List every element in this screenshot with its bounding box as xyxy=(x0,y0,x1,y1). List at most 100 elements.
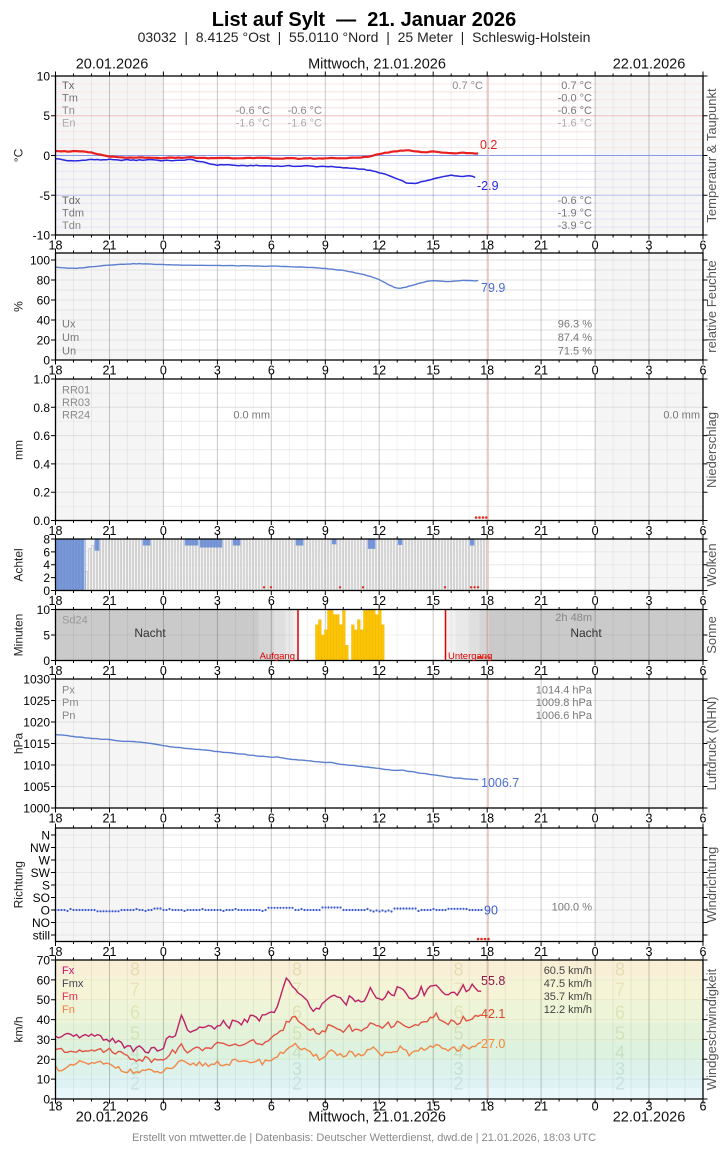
svg-text:0: 0 xyxy=(592,812,599,826)
svg-text:RR01: RR01 xyxy=(62,385,90,397)
svg-text:6: 6 xyxy=(292,1003,302,1023)
svg-text:4: 4 xyxy=(43,558,50,572)
svg-text:0.7 °C: 0.7 °C xyxy=(452,80,483,92)
svg-text:0: 0 xyxy=(160,364,167,378)
svg-text:En: En xyxy=(62,118,75,130)
svg-text:0: 0 xyxy=(43,584,50,598)
svg-text:Sd24: Sd24 xyxy=(62,615,88,627)
svg-text:18: 18 xyxy=(480,1100,494,1114)
svg-text:21: 21 xyxy=(534,364,548,378)
svg-text:3: 3 xyxy=(646,664,653,678)
svg-text:35.7 km/h: 35.7 km/h xyxy=(544,991,592,1003)
svg-text:Tn: Tn xyxy=(62,105,75,117)
svg-text:0: 0 xyxy=(43,149,50,163)
svg-text:0: 0 xyxy=(160,594,167,608)
svg-text:7: 7 xyxy=(130,980,140,1000)
svg-text:-1.9 °C: -1.9 °C xyxy=(558,208,592,220)
svg-text:0.2: 0.2 xyxy=(33,486,50,500)
svg-text:96.3 %: 96.3 % xyxy=(558,319,592,331)
svg-text:87.4 %: 87.4 % xyxy=(558,332,592,344)
svg-text:9: 9 xyxy=(322,664,329,678)
svg-text:6: 6 xyxy=(268,239,275,253)
svg-text:Richtung: Richtung xyxy=(12,861,26,908)
svg-text:21: 21 xyxy=(103,239,117,253)
svg-text:RR24: RR24 xyxy=(62,410,90,422)
svg-text:3: 3 xyxy=(646,594,653,608)
svg-text:12: 12 xyxy=(372,945,386,959)
svg-text:W: W xyxy=(39,854,51,868)
svg-text:8: 8 xyxy=(43,533,50,547)
svg-text:18: 18 xyxy=(49,239,63,253)
svg-text:6: 6 xyxy=(268,364,275,378)
svg-text:55.8: 55.8 xyxy=(481,974,505,988)
svg-text:3: 3 xyxy=(453,1059,463,1079)
svg-text:8: 8 xyxy=(130,960,140,980)
svg-text:60: 60 xyxy=(37,973,51,987)
svg-text:N: N xyxy=(41,829,50,843)
svg-text:Um: Um xyxy=(62,332,79,344)
svg-text:0: 0 xyxy=(43,1093,50,1107)
svg-text:3: 3 xyxy=(214,812,221,826)
svg-text:6: 6 xyxy=(268,664,275,678)
svg-text:18: 18 xyxy=(480,664,494,678)
svg-text:Ux: Ux xyxy=(62,319,76,331)
svg-text:S: S xyxy=(42,879,50,893)
svg-text:18: 18 xyxy=(480,364,494,378)
svg-text:21: 21 xyxy=(103,812,117,826)
svg-text:18: 18 xyxy=(480,812,494,826)
svg-text:9: 9 xyxy=(322,364,329,378)
svg-text:0: 0 xyxy=(43,654,50,668)
svg-text:Tx: Tx xyxy=(62,80,75,92)
svg-text:0: 0 xyxy=(592,945,599,959)
svg-text:2h 48m: 2h 48m xyxy=(555,612,592,624)
svg-text:SO: SO xyxy=(33,891,50,905)
svg-text:30: 30 xyxy=(37,1033,51,1047)
svg-text:2: 2 xyxy=(292,1074,302,1094)
svg-text:3: 3 xyxy=(214,664,221,678)
svg-text:1006.6 hPa: 1006.6 hPa xyxy=(536,710,593,722)
svg-text:79.9: 79.9 xyxy=(481,281,505,295)
svg-text:-3.9 °C: -3.9 °C xyxy=(558,220,592,232)
svg-text:0: 0 xyxy=(592,594,599,608)
svg-text:Un: Un xyxy=(62,346,76,358)
svg-text:6: 6 xyxy=(453,1003,463,1023)
svg-text:0: 0 xyxy=(43,354,50,368)
svg-text:5: 5 xyxy=(292,1024,302,1044)
svg-text:Fmx: Fmx xyxy=(62,978,84,990)
svg-text:15: 15 xyxy=(426,239,440,253)
svg-text:6: 6 xyxy=(615,1003,625,1023)
svg-text:Tdn: Tdn xyxy=(62,220,81,232)
svg-text:20: 20 xyxy=(37,1053,51,1067)
svg-text:°C: °C xyxy=(12,148,26,162)
svg-text:%: % xyxy=(12,301,26,312)
svg-text:0: 0 xyxy=(160,524,167,538)
svg-text:Fx: Fx xyxy=(62,965,75,977)
svg-text:7: 7 xyxy=(453,980,463,1000)
svg-text:21: 21 xyxy=(534,239,548,253)
svg-text:km/h: km/h xyxy=(12,1016,26,1042)
svg-text:9: 9 xyxy=(322,524,329,538)
svg-text:0.0 mm: 0.0 mm xyxy=(233,410,270,422)
svg-text:5: 5 xyxy=(453,1024,463,1044)
svg-text:9: 9 xyxy=(322,1100,329,1114)
svg-text:-1.6 °C: -1.6 °C xyxy=(236,118,270,130)
svg-text:4: 4 xyxy=(453,1043,463,1063)
svg-text:40: 40 xyxy=(37,314,51,328)
svg-text:6: 6 xyxy=(700,1100,707,1114)
svg-text:Nacht: Nacht xyxy=(134,626,166,640)
svg-text:5: 5 xyxy=(130,1024,140,1044)
svg-text:Niederschlag: Niederschlag xyxy=(704,412,719,488)
svg-text:12: 12 xyxy=(372,594,386,608)
svg-text:6: 6 xyxy=(700,945,707,959)
svg-text:-5: -5 xyxy=(39,189,50,203)
svg-text:3: 3 xyxy=(214,524,221,538)
svg-text:1020: 1020 xyxy=(23,716,50,730)
svg-text:9: 9 xyxy=(322,594,329,608)
svg-text:9: 9 xyxy=(322,239,329,253)
svg-text:-0.6 °C: -0.6 °C xyxy=(288,105,322,117)
svg-text:18: 18 xyxy=(49,664,63,678)
svg-text:1009.8 hPa: 1009.8 hPa xyxy=(536,697,593,709)
svg-text:6: 6 xyxy=(268,594,275,608)
svg-text:1005: 1005 xyxy=(23,780,50,794)
svg-text:12: 12 xyxy=(372,524,386,538)
